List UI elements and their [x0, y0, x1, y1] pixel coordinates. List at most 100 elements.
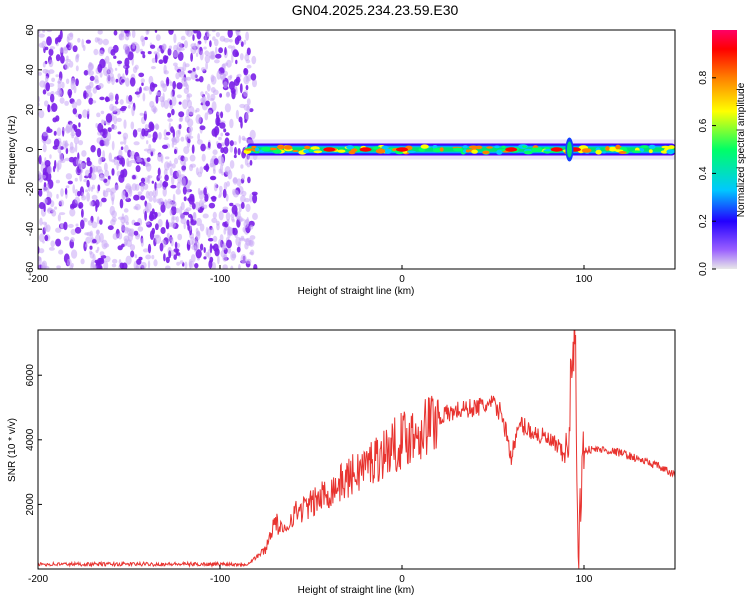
heatmap-cell	[648, 144, 656, 149]
heatmap-cell	[113, 115, 118, 125]
heatmap-cell	[223, 181, 228, 191]
heatmap-cell	[42, 30, 46, 33]
heatmap-cell	[89, 245, 93, 250]
heatmap-cell	[174, 241, 178, 249]
heatmap-cell	[229, 202, 234, 207]
heatmap-cell	[55, 238, 62, 247]
heatmap-cell	[118, 232, 123, 240]
heatmap-cell	[97, 37, 100, 41]
heatmap-cell	[56, 265, 61, 269]
heatmap-cell	[261, 146, 271, 152]
heatmap-cell	[139, 86, 142, 94]
heatmap-cell	[233, 141, 237, 146]
heatmap-cell	[74, 226, 82, 234]
heatmap-cell	[42, 61, 46, 68]
heatmap-cell	[147, 175, 151, 185]
heatmap-cell	[167, 112, 172, 118]
heatmap-cell	[148, 213, 155, 222]
heatmap-cell	[188, 258, 192, 269]
heatmap-cell	[194, 201, 201, 211]
heatmap-cell	[106, 132, 111, 142]
heatmap-cell	[615, 144, 621, 150]
heatmap-cell	[223, 38, 230, 43]
heatmap-cell	[238, 216, 243, 223]
heatmap-cell	[150, 44, 156, 49]
heatmap-cell	[234, 210, 238, 218]
heatmap-cell	[523, 150, 533, 155]
heatmap-cell	[245, 84, 249, 91]
heatmap-cell	[462, 145, 468, 149]
heatmap-cell	[177, 233, 183, 241]
heatmap-cell	[194, 109, 198, 113]
heatmap-cell	[85, 39, 91, 44]
heatmap-cell	[180, 136, 185, 142]
heatmap-cell	[57, 77, 63, 84]
heatmap-cell	[75, 128, 82, 138]
heatmap-cell	[244, 119, 248, 123]
heatmap-cell	[38, 248, 45, 254]
heatmap-cell	[209, 54, 216, 60]
heatmap-cell	[226, 59, 232, 68]
heatmap-cell	[55, 227, 62, 233]
x-tick-label: -100	[210, 574, 230, 585]
heatmap-cell	[175, 207, 180, 214]
heatmap-cell	[128, 94, 133, 102]
heatmap-cell	[136, 158, 143, 163]
heatmap-cell	[107, 175, 111, 180]
heatmap-cell	[169, 209, 173, 216]
heatmap-cell	[136, 156, 141, 160]
heatmap-cell	[181, 77, 188, 81]
heatmap-cell	[186, 109, 190, 117]
heatmap-cell	[69, 122, 73, 131]
heatmap-cell	[116, 117, 122, 122]
heatmap-cell	[204, 35, 207, 44]
heatmap-cell	[47, 165, 53, 175]
heatmap-cell	[145, 221, 151, 225]
snr-x-ticks: -200 -100 0 100	[28, 565, 593, 585]
heatmap-cell	[75, 223, 79, 227]
heatmap-cell	[144, 124, 149, 132]
heatmap-cell	[163, 129, 167, 138]
heatmap-cell	[251, 145, 257, 149]
heatmap-cell	[133, 222, 141, 226]
heatmap-cell	[181, 177, 186, 187]
heatmap-cell	[187, 138, 191, 144]
heatmap-cell	[151, 180, 154, 184]
heatmap-cell	[187, 213, 193, 218]
heatmap-cell	[238, 135, 242, 144]
heatmap-cell	[183, 156, 189, 162]
heatmap-cell	[236, 246, 241, 253]
heatmap-cell	[203, 46, 207, 50]
heatmap-cell	[212, 235, 218, 242]
heatmap-cell	[146, 157, 151, 163]
heatmap-cell	[71, 101, 78, 109]
heatmap-cell	[250, 73, 257, 81]
heatmap-cell	[139, 112, 144, 116]
heatmap-cell	[65, 78, 70, 85]
heatmap-cell	[182, 61, 187, 72]
heatmap-cell	[239, 53, 244, 61]
heatmap-cell	[118, 33, 125, 41]
heatmap-cell	[229, 145, 233, 153]
heatmap-cell	[133, 141, 140, 146]
heatmap-cell	[182, 186, 187, 195]
heatmap-cell	[142, 92, 146, 102]
heatmap-cell	[581, 148, 592, 153]
heatmap-cell	[122, 190, 126, 200]
heatmap-cell	[71, 263, 74, 268]
heatmap-cell	[49, 154, 52, 159]
heatmap-cell	[207, 237, 214, 242]
heatmap-cell	[203, 187, 207, 196]
heatmap-cell	[165, 265, 171, 269]
heatmap-cell	[218, 136, 222, 141]
heatmap-cell	[51, 103, 58, 112]
spectrogram-signal-band	[243, 137, 675, 162]
heatmap-cell	[155, 187, 158, 197]
heatmap-cell	[94, 259, 100, 264]
heatmap-cell	[605, 146, 610, 151]
heatmap-cell	[195, 114, 202, 125]
x-tick-label: -200	[28, 574, 48, 585]
heatmap-cell	[210, 87, 216, 93]
heatmap-cell	[148, 191, 154, 197]
